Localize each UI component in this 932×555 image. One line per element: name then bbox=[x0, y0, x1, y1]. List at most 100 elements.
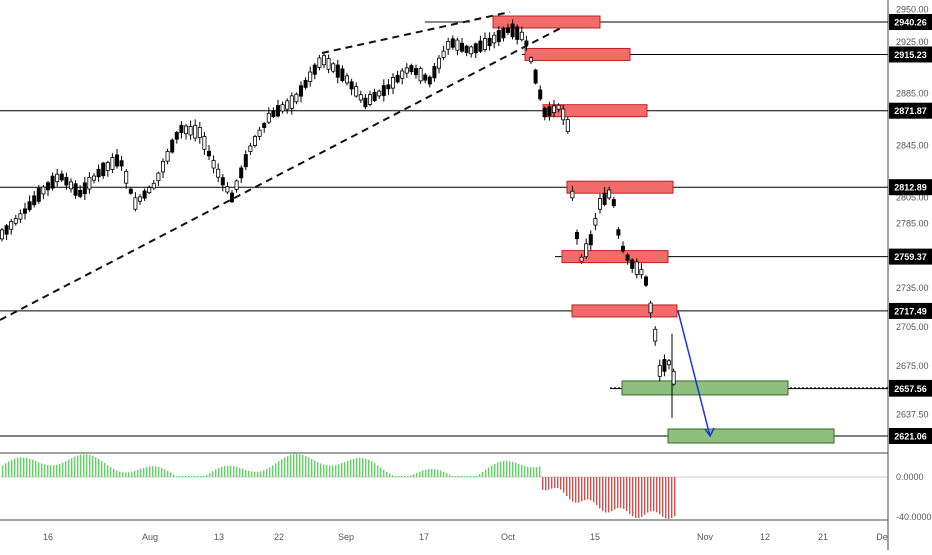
osc-bar bbox=[647, 477, 649, 513]
osc-bar bbox=[650, 477, 652, 512]
osc-bar bbox=[503, 461, 505, 477]
osc-bar bbox=[212, 471, 214, 477]
candle-body bbox=[289, 95, 294, 109]
candle-body bbox=[170, 139, 175, 153]
osc-bar bbox=[335, 464, 337, 477]
candle-body bbox=[584, 243, 589, 258]
osc-bar bbox=[578, 477, 580, 503]
candle-body bbox=[303, 79, 308, 88]
osc-bar bbox=[290, 454, 292, 477]
candle-body bbox=[317, 57, 322, 68]
candle-body bbox=[82, 182, 87, 195]
candle-body bbox=[340, 68, 345, 82]
osc-bar bbox=[497, 462, 499, 477]
candle-body bbox=[92, 175, 97, 181]
candle-body bbox=[46, 182, 51, 191]
candle-body bbox=[9, 221, 14, 230]
osc-bar bbox=[488, 467, 490, 477]
osc-bar bbox=[149, 466, 151, 477]
candle-body bbox=[510, 23, 515, 38]
osc-bar bbox=[176, 476, 178, 477]
time-tick-label: Nov bbox=[697, 532, 714, 542]
osc-bar bbox=[122, 472, 124, 477]
candle-body bbox=[206, 150, 211, 157]
candle-body bbox=[101, 162, 106, 177]
price-badge-label: 2759.37 bbox=[894, 252, 927, 262]
osc-bar bbox=[8, 461, 10, 477]
candle-body bbox=[358, 94, 363, 101]
osc-bar bbox=[428, 469, 430, 477]
osc-bar bbox=[203, 476, 205, 477]
osc-bar bbox=[635, 477, 637, 518]
resistance-zone bbox=[561, 250, 669, 264]
osc-bar bbox=[287, 455, 289, 477]
osc-bar bbox=[188, 476, 190, 477]
price-badge-label: 2717.49 bbox=[894, 306, 927, 316]
candle-body bbox=[229, 192, 234, 203]
price-badge bbox=[889, 248, 932, 265]
osc-bar bbox=[533, 467, 535, 477]
price-badge-label: 2621.06 bbox=[894, 432, 927, 442]
candle-body bbox=[381, 85, 386, 96]
osc-bar bbox=[128, 472, 130, 477]
candle-body bbox=[538, 89, 543, 100]
osc-bar bbox=[551, 477, 553, 489]
price-tick-label: 2925.00 bbox=[896, 37, 929, 47]
candle-body bbox=[220, 177, 225, 186]
time-axis[interactable]: 16 Aug 13 22 Sep 17 Oct 15 Nov 12 21 De bbox=[43, 532, 888, 542]
price-tick-label: 2785.00 bbox=[896, 218, 929, 228]
osc-bar bbox=[191, 476, 193, 477]
osc-bar bbox=[116, 470, 118, 477]
candle-body bbox=[386, 84, 391, 90]
osc-bar bbox=[620, 477, 622, 508]
osc-bar bbox=[515, 462, 517, 477]
osc-bar bbox=[20, 457, 22, 477]
osc-bar bbox=[29, 458, 31, 477]
osc-bar bbox=[26, 457, 28, 477]
chart-frame bbox=[0, 0, 889, 550]
time-tick-label: Aug bbox=[142, 532, 158, 542]
osc-bar bbox=[257, 471, 259, 477]
osc-bar bbox=[305, 456, 307, 477]
candle-body bbox=[294, 93, 299, 103]
candle-body bbox=[533, 69, 538, 84]
candle-body bbox=[312, 64, 317, 75]
osc-bar bbox=[17, 457, 19, 477]
osc-bar bbox=[80, 454, 82, 477]
price-badge bbox=[889, 14, 932, 30]
candle-body bbox=[59, 173, 64, 181]
osc-bar bbox=[299, 454, 301, 477]
osc-bar bbox=[83, 454, 85, 477]
candle-body bbox=[266, 112, 271, 123]
osc-bar bbox=[419, 471, 421, 477]
candle-body bbox=[124, 170, 129, 184]
osc-bar bbox=[521, 464, 523, 477]
arrow-shaft bbox=[677, 310, 711, 437]
price-badge-label: 2940.26 bbox=[894, 18, 927, 28]
osc-bar bbox=[173, 474, 175, 477]
candle-body bbox=[225, 186, 230, 193]
candle-body bbox=[611, 199, 616, 207]
candle-body bbox=[160, 160, 165, 173]
osc-bar bbox=[365, 458, 367, 477]
price-badge bbox=[889, 380, 932, 397]
price-tick-label: 2845.00 bbox=[896, 141, 929, 151]
time-tick-label: 13 bbox=[214, 532, 224, 542]
candle-body bbox=[667, 360, 672, 366]
osc-bar bbox=[317, 462, 319, 477]
osc-bar bbox=[575, 477, 577, 503]
candle-body bbox=[662, 359, 667, 372]
osc-bar bbox=[140, 468, 142, 477]
candle-body bbox=[556, 104, 561, 110]
osc-bar bbox=[146, 466, 148, 477]
candle-body bbox=[657, 365, 662, 377]
osc-bar bbox=[278, 461, 280, 477]
price-axis[interactable]: 2950.00 2925.00 2885.00 2845.00 2805.00 2785.… bbox=[889, 4, 932, 522]
candle-body bbox=[174, 132, 179, 140]
osc-bar bbox=[68, 459, 70, 477]
indicator-tick-label: -40.0000 bbox=[896, 512, 932, 522]
osc-bar bbox=[548, 477, 550, 490]
osc-bar bbox=[326, 465, 328, 477]
osc-bar bbox=[593, 477, 595, 503]
